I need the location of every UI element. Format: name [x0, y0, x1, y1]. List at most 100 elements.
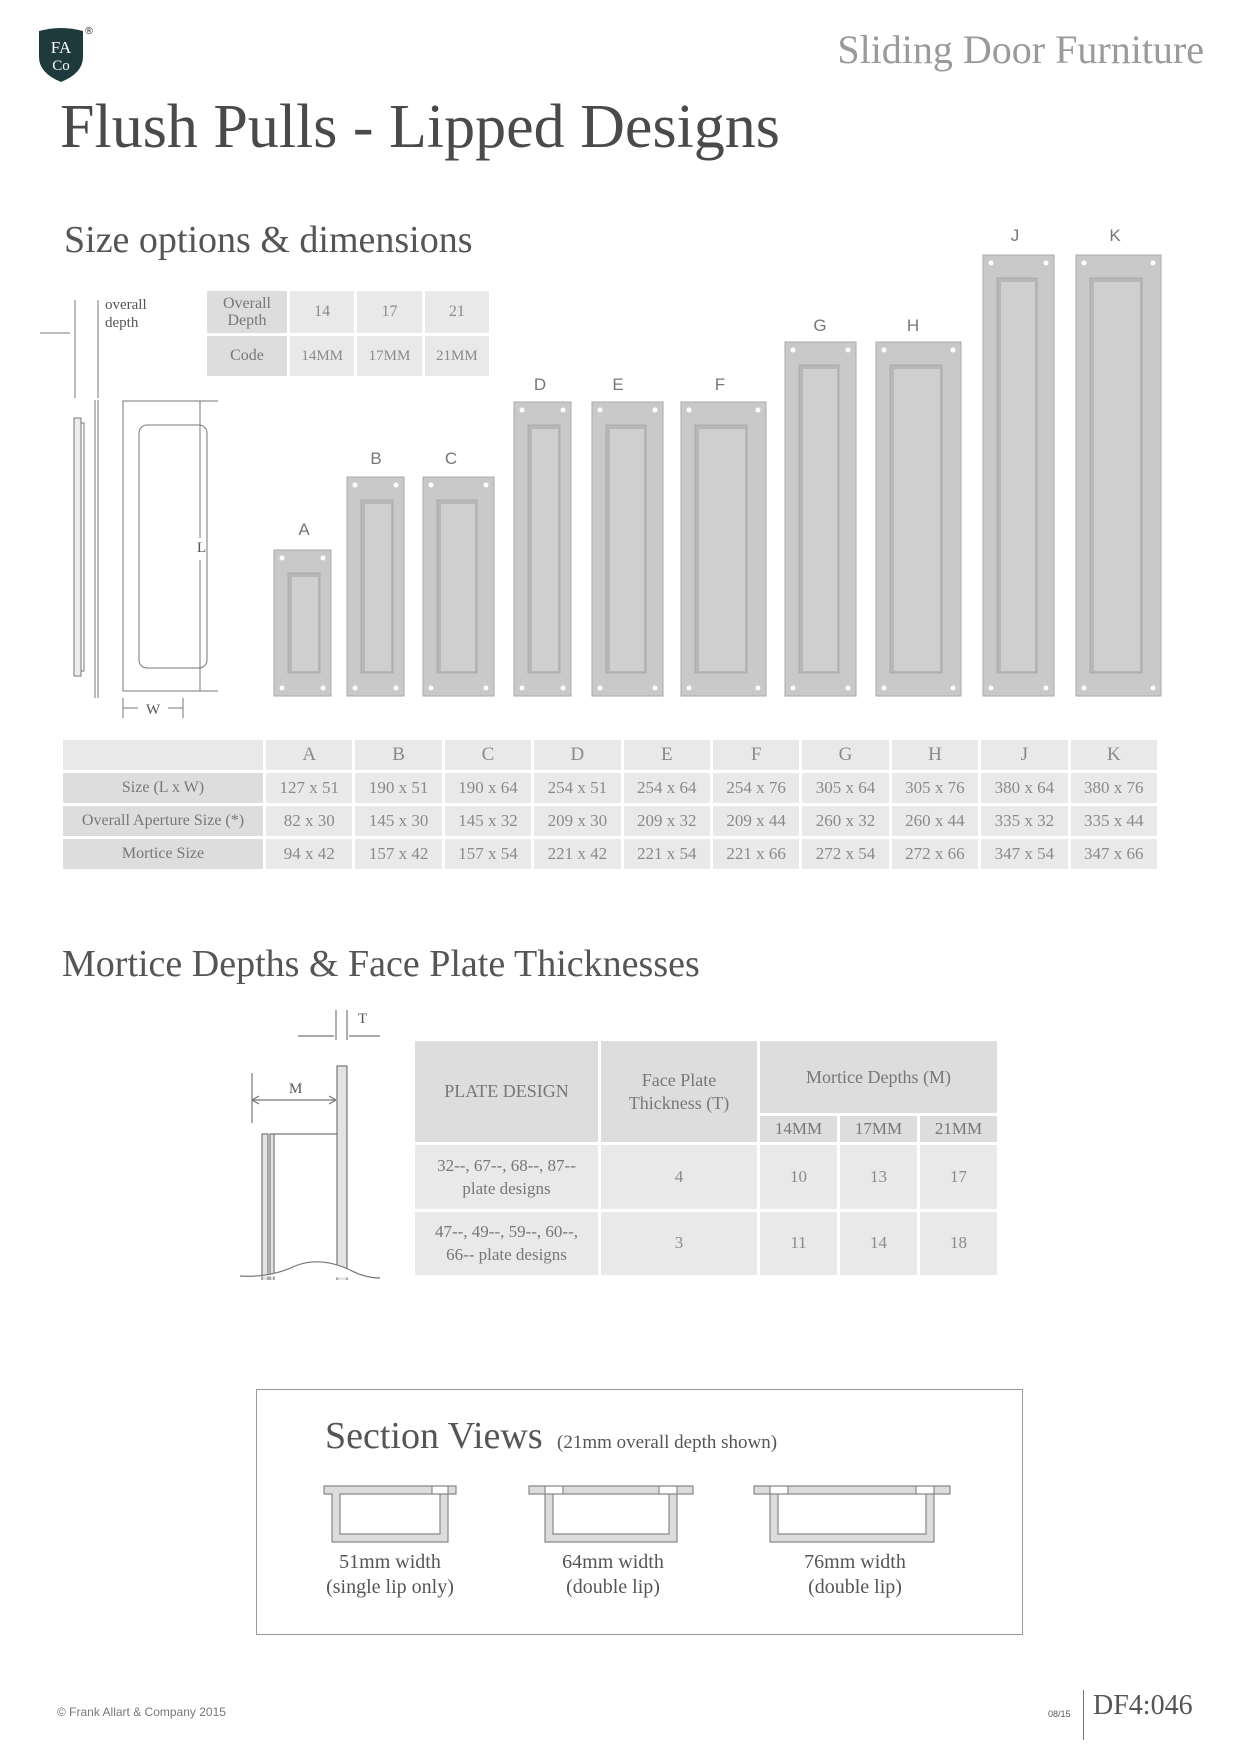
table-cell: 127 x 51	[266, 773, 353, 803]
product-label-f: F	[714, 375, 726, 394]
category-title: Sliding Door Furniture	[837, 27, 1204, 72]
depth-col-header: 21MM	[920, 1116, 997, 1143]
table-cell: 335 x 44	[1070, 806, 1157, 836]
table-cell: 94 x 42	[266, 839, 353, 869]
depth-col-header: 17MM	[840, 1116, 917, 1143]
table-cell: 145 x 30	[355, 806, 442, 836]
table-cell: 260 x 44	[891, 806, 979, 836]
column-header: G	[802, 740, 889, 770]
column-header: D	[534, 740, 621, 770]
table-row: Size (L x W) 127 x 51 190 x 51 190 x 64 …	[63, 773, 1157, 803]
footer-divider	[1083, 1690, 1084, 1740]
table-cell: 157 x 54	[444, 839, 532, 869]
section-view-caption: 64mm width (double lip)	[562, 1551, 664, 1598]
table-cell: 380 x 64	[981, 773, 1068, 803]
column-header: C	[444, 740, 532, 770]
code-cell: 21MM	[424, 336, 489, 376]
mortice-section-title: Mortice Depths & Face Plate Thicknesses	[62, 943, 700, 985]
flush-pull-illustrations	[273, 254, 1162, 697]
length-label: L	[197, 540, 207, 556]
product-label-h: H	[906, 316, 920, 335]
table-cell: 209 x 30	[534, 806, 621, 836]
mortice-diagram	[240, 1010, 381, 1280]
section-view-caption: 51mm width (single lip only)	[326, 1551, 454, 1598]
column-header: E	[623, 740, 710, 770]
code-cell: 14MM	[290, 336, 355, 376]
size-table: A B C D E F G H J K Size (L x W) 127 x 5…	[60, 737, 1160, 872]
table-cell: 380 x 76	[1070, 773, 1157, 803]
size-table-header-row: A B C D E F G H J K	[63, 740, 1157, 770]
company-logo: FA Co	[39, 28, 83, 82]
table-cell: 82 x 30	[266, 806, 353, 836]
table-cell: 157 x 42	[355, 839, 442, 869]
section-view-drawings	[323, 1485, 951, 1543]
depth-cell: 18	[920, 1211, 997, 1275]
issue-date: 08/15	[1048, 1709, 1071, 1719]
row-label: Mortice Size	[63, 839, 263, 869]
column-header: B	[355, 740, 442, 770]
row-label: Overall Aperture Size (*)	[63, 806, 263, 836]
logo-text-bottom: Co	[52, 58, 70, 74]
depth-col-header: 14MM	[760, 1116, 837, 1143]
table-cell: 260 x 32	[802, 806, 889, 836]
table-cell: 209 x 32	[623, 806, 710, 836]
mortice-table: PLATE DESIGN Face Plate Thickness (T) Mo…	[412, 1038, 1000, 1278]
section-view-double-lip-64	[528, 1485, 694, 1543]
table-cell: 347 x 54	[981, 839, 1068, 869]
section-views-title: Section Views	[325, 1415, 543, 1457]
table-row: 47--, 49--, 59--, 60--, 66-- plate desig…	[415, 1211, 997, 1275]
table-cell: 221 x 66	[712, 839, 800, 869]
table-cell: 254 x 76	[712, 773, 800, 803]
flush-pull-g	[784, 341, 857, 697]
plate-design-header: PLATE DESIGN	[415, 1041, 598, 1143]
table-cell: 254 x 64	[623, 773, 710, 803]
plate-design-cell: 32--, 67--, 68--, 87-- plate designs	[415, 1145, 598, 1209]
code-cell: 17MM	[357, 336, 422, 376]
product-label-e: E	[612, 375, 624, 394]
table-cell: 305 x 76	[891, 773, 979, 803]
table-cell: 190 x 51	[355, 773, 442, 803]
depth-cell: 17	[920, 1145, 997, 1209]
face-plate-header: Face Plate Thickness (T)	[601, 1041, 757, 1143]
flush-pull-c	[422, 476, 495, 697]
mortice-label: M	[289, 1081, 303, 1097]
depth-cell: 14	[840, 1211, 917, 1275]
table-cell: 209 x 44	[712, 806, 800, 836]
table-cell: 221 x 54	[623, 839, 710, 869]
section-views-subtitle: (21mm overall depth shown)	[557, 1432, 778, 1453]
table-cell: 272 x 66	[891, 839, 979, 869]
product-label-b: B	[370, 449, 382, 468]
depth-cell: 13	[840, 1145, 917, 1209]
column-header: K	[1070, 740, 1157, 770]
table-corner-cell	[63, 740, 263, 770]
flush-pull-k	[1075, 254, 1162, 697]
table-cell: 145 x 32	[444, 806, 532, 836]
size-section-title: Size options & dimensions	[64, 219, 473, 261]
section-view-double-lip-76	[753, 1485, 951, 1543]
product-label-j: J	[1010, 226, 1020, 245]
product-label-a: A	[298, 520, 310, 539]
dimension-diagram	[40, 300, 218, 718]
column-header: J	[981, 740, 1068, 770]
depth-code-table: Overall Depth 14 17 21 Code 14MM 17MM 21…	[204, 288, 492, 379]
product-label-g: G	[813, 316, 827, 335]
registered-mark: ®	[84, 26, 94, 37]
product-label-k: K	[1109, 226, 1121, 245]
table-cell: 221 x 42	[534, 839, 621, 869]
product-label-c: C	[444, 449, 458, 468]
table-cell: 305 x 64	[802, 773, 889, 803]
flush-pull-b	[346, 476, 405, 697]
product-label-d: D	[533, 375, 547, 394]
depth-header: Overall Depth	[207, 291, 287, 333]
depth-cell: 14	[290, 291, 355, 333]
overall-depth-label: overall depth	[105, 297, 147, 331]
code-header: Code	[207, 336, 287, 376]
plate-design-cell: 47--, 49--, 59--, 60--, 66-- plate desig…	[415, 1211, 598, 1275]
flush-pull-j	[982, 254, 1055, 697]
table-cell: 190 x 64	[444, 773, 532, 803]
flush-pull-d	[513, 401, 572, 697]
table-cell: 347 x 66	[1070, 839, 1157, 869]
depth-cell: 10	[760, 1145, 837, 1209]
column-header: H	[891, 740, 979, 770]
section-view-single-lip	[323, 1485, 457, 1543]
